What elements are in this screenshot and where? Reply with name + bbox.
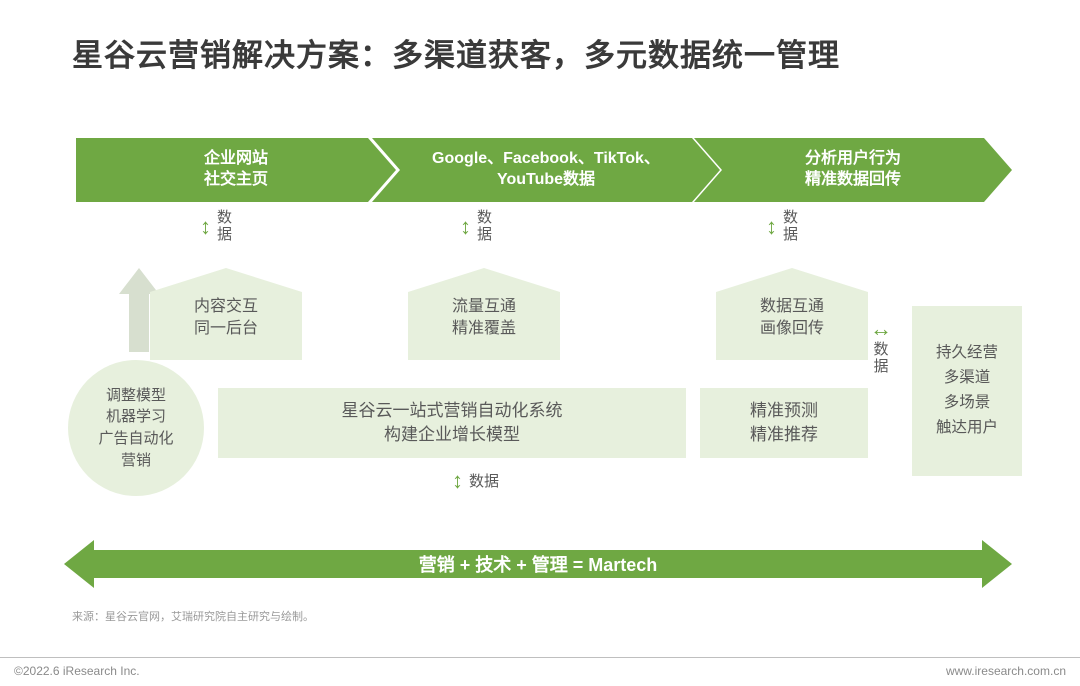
chevron-2: Google、Facebook、TikTok、 YouTube数据: [372, 138, 720, 202]
updown-icon: ↕: [766, 217, 777, 237]
v-arrow-2: ↕ 数据: [460, 210, 492, 243]
right-tall-box: 持久经营 多渠道 多场景 触达用户: [912, 306, 1022, 476]
source-note: 来源：星谷云官网，艾瑞研究院自主研究与绘制。: [72, 608, 314, 624]
right-small-line2: 精准推荐: [750, 423, 818, 447]
circle-box: 调整模型 机器学习 广告自动化 营销: [68, 360, 204, 496]
chevron-2-line1: Google、Facebook、TikTok、: [432, 149, 660, 170]
circle-line-2: 机器学习: [106, 406, 166, 428]
chevron-1-line1: 企业网站: [204, 149, 268, 170]
footer-left: ©2022.6 iResearch Inc.: [14, 664, 140, 678]
house-1-line1: 内容交互: [150, 296, 302, 318]
bottom-bar-label: 营销 + 技术 + 管理 = Martech: [64, 540, 1012, 588]
house-3-line2: 画像回传: [716, 318, 868, 340]
h-arrow: ↔ 数据: [870, 316, 892, 375]
right-small-box: 精准预测 精准推荐: [700, 388, 868, 458]
v-arrow-bottom-label: 数据: [469, 470, 499, 491]
chevron-row: 企业网站 社交主页 Google、Facebook、TikTok、 YouTub…: [76, 138, 1012, 202]
footer: ©2022.6 iResearch Inc. www.iresearch.com…: [0, 657, 1080, 686]
circle-line-3: 广告自动化: [98, 428, 173, 450]
page-title: 星谷云营销解决方案：多渠道获客，多元数据统一管理: [72, 30, 840, 75]
chevron-1: 企业网站 社交主页: [76, 138, 396, 202]
house-2-line2: 精准覆盖: [408, 318, 560, 340]
house-2-line1: 流量互通: [408, 296, 560, 318]
house-1: 内容交互 同一后台: [150, 268, 302, 360]
bottom-bar: 营销 + 技术 + 管理 = Martech: [64, 540, 1012, 588]
right-tall-line-1: 持久经营: [936, 341, 998, 366]
central-box-line2: 构建企业增长模型: [384, 423, 520, 447]
v-arrow-bottom: ↕ 数据: [452, 470, 499, 491]
right-tall-line-4: 触达用户: [936, 416, 998, 441]
central-box: 星谷云一站式营销自动化系统 构建企业增长模型: [218, 388, 686, 458]
chevron-3-line2: 精准数据回传: [805, 170, 901, 191]
chevron-2-line2: YouTube数据: [497, 170, 595, 191]
right-tall-line-3: 多场景: [944, 391, 991, 416]
circle-line-1: 调整模型: [106, 385, 166, 407]
right-tall-line-2: 多渠道: [944, 366, 991, 391]
central-box-line1: 星谷云一站式营销自动化系统: [342, 399, 563, 423]
updown-icon: ↕: [452, 471, 463, 491]
v-arrow-1: ↕ 数据数据: [200, 210, 232, 243]
house-2: 流量互通 精准覆盖: [408, 268, 560, 360]
chevron-3: 分析用户行为 精准数据回传: [694, 138, 1012, 202]
chevron-1-line2: 社交主页: [204, 170, 268, 191]
circle-line-4: 营销: [121, 450, 151, 472]
right-small-line1: 精准预测: [750, 399, 818, 423]
leftright-icon: ↔: [870, 316, 892, 342]
footer-right: www.iresearch.com.cn: [946, 664, 1066, 678]
house-3-line1: 数据互通: [716, 296, 868, 318]
v-arrow-3: ↕ 数据: [766, 210, 798, 243]
chevron-3-line1: 分析用户行为: [805, 149, 901, 170]
house-1-line2: 同一后台: [150, 318, 302, 340]
house-3: 数据互通 画像回传: [716, 268, 868, 360]
updown-icon: ↕: [200, 217, 211, 237]
updown-icon: ↕: [460, 217, 471, 237]
